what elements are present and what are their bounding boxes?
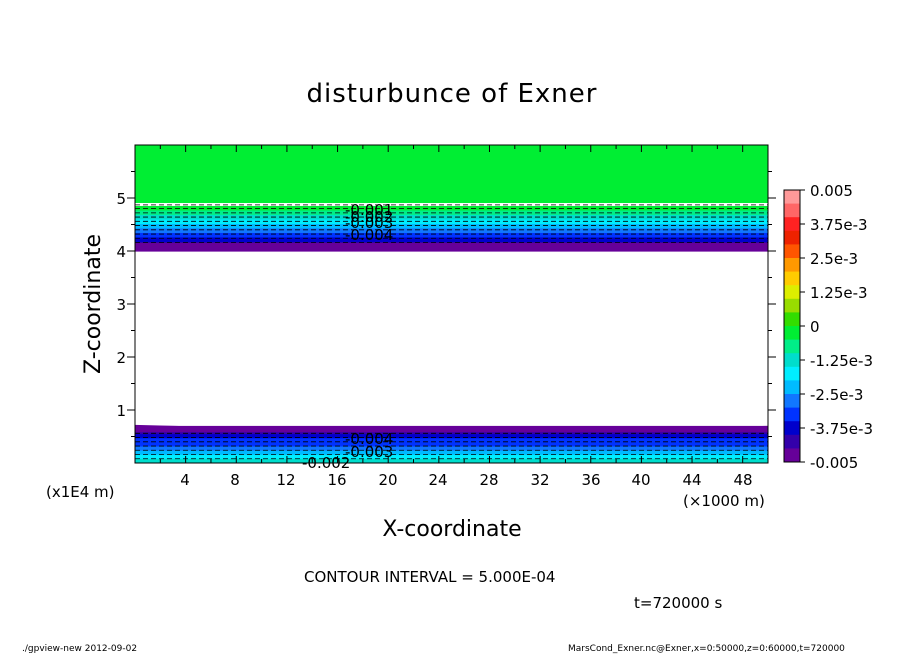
colorbar-swatch [784, 448, 800, 463]
x-axis-ticks [159, 145, 769, 463]
field-band [135, 434, 768, 439]
colorbar-labels: 0.005 3.75e-3 2.5e-3 1.25e-3 0 -1.25e-3 … [810, 182, 873, 472]
colorbar-label: -3.75e-3 [810, 420, 873, 438]
field-band [135, 237, 768, 243]
field-band [135, 450, 768, 456]
contour-label: -0.003 [345, 214, 393, 232]
field-band [135, 214, 768, 221]
x-tick-label: 24 [428, 471, 447, 489]
field-band [135, 430, 768, 435]
y-axis-label: Z-coordinate [81, 234, 106, 374]
x-tick-label: 44 [682, 471, 701, 489]
x-tick-label: 20 [378, 471, 397, 489]
x-tick-labels: 4 8 12 16 20 24 28 32 36 40 44 48 [180, 471, 752, 489]
field-band [135, 454, 768, 460]
colorbar-ticks [800, 189, 805, 463]
y-tick-label: 1 [116, 402, 126, 420]
y-tick-label: 5 [116, 190, 126, 208]
source-text: MarsCond_Exner.nc@Exner,x=0:50000,z=0:60… [568, 644, 845, 654]
colorbar-label: 2.5e-3 [810, 250, 858, 268]
colorbar-swatch [784, 394, 800, 409]
upper-zero-region [135, 145, 768, 203]
field-band [135, 228, 768, 234]
x-axis-label: X-coordinate [382, 517, 521, 542]
contour-lines [135, 204, 768, 460]
program-text: ./gpview-new 2012-09-02 [22, 644, 137, 654]
colorbar-swatch [784, 353, 800, 368]
chart-title: disturbunce of Exner [307, 79, 598, 109]
colorbar-swatch [784, 366, 800, 381]
colorbar-label: 0.005 [810, 182, 853, 200]
x-tick-label: 36 [581, 471, 600, 489]
field-band [135, 223, 768, 230]
colorbar-label: -2.5e-3 [810, 386, 863, 404]
colorbar-label: 3.75e-3 [810, 216, 868, 234]
colorbar-label: -1.25e-3 [810, 352, 873, 370]
colorbar-swatch [784, 407, 800, 422]
x-tick-label: 28 [479, 471, 498, 489]
lower-negative-bands [135, 424, 768, 463]
field-band [135, 438, 768, 443]
colorbar-label: 0 [810, 318, 820, 336]
colorbar-swatch [784, 244, 800, 259]
colorbar-label: -0.005 [810, 454, 858, 472]
colorbar-swatch [784, 285, 800, 300]
x-tick-label: 16 [327, 471, 346, 489]
contour-label: -0.001 [345, 201, 393, 219]
contour-interval-text: CONTOUR INTERVAL = 5.000E-04 [304, 568, 555, 586]
x-tick-label: 8 [230, 471, 240, 489]
colorbar-swatch [784, 230, 800, 245]
x-unit-label: (×1000 m) [683, 492, 765, 510]
y-tick-label: 4 [116, 243, 126, 261]
field-band [135, 458, 768, 463]
field-band [135, 442, 768, 448]
x-tick-label: 40 [631, 471, 650, 489]
colorbar [784, 190, 800, 463]
colorbar-swatch [784, 298, 800, 313]
colorbar-swatch [784, 421, 800, 436]
field-fringe [135, 424, 768, 433]
field-band [135, 446, 768, 452]
contour-label: -0.002 [345, 208, 393, 226]
colorbar-swatch [784, 326, 800, 341]
time-text: t=720000 s [634, 594, 722, 612]
colorbar-swatch [784, 203, 800, 218]
x-tick-label: 12 [276, 471, 295, 489]
y-unit-label: (x1E4 m) [46, 483, 115, 501]
colorbar-swatch [784, 271, 800, 286]
field-fringe [135, 243, 768, 252]
x-tick-label: 4 [180, 471, 190, 489]
field-band [135, 232, 768, 239]
x-tick-label: 48 [733, 471, 752, 489]
colorbar-swatch [784, 312, 800, 327]
colorbar-swatch [784, 380, 800, 395]
contour-label: -0.003 [345, 443, 393, 461]
y-tick-label: 3 [116, 296, 126, 314]
contour-label: -0.004 [345, 226, 393, 244]
x-tick-label: 32 [530, 471, 549, 489]
contour-label: -0.004 [345, 430, 393, 448]
colorbar-swatch [784, 339, 800, 354]
y-axis-ticks [127, 171, 776, 437]
y-tick-labels: 1 2 3 4 5 [116, 190, 126, 420]
y-tick-label: 2 [116, 349, 126, 367]
colorbar-swatch [784, 217, 800, 232]
plot-area [135, 145, 768, 463]
colorbar-swatch [784, 434, 800, 449]
colorbar-swatch [784, 190, 800, 205]
colorbar-swatch [784, 258, 800, 273]
field-band [135, 219, 768, 225]
colorbar-label: 1.25e-3 [810, 284, 868, 302]
